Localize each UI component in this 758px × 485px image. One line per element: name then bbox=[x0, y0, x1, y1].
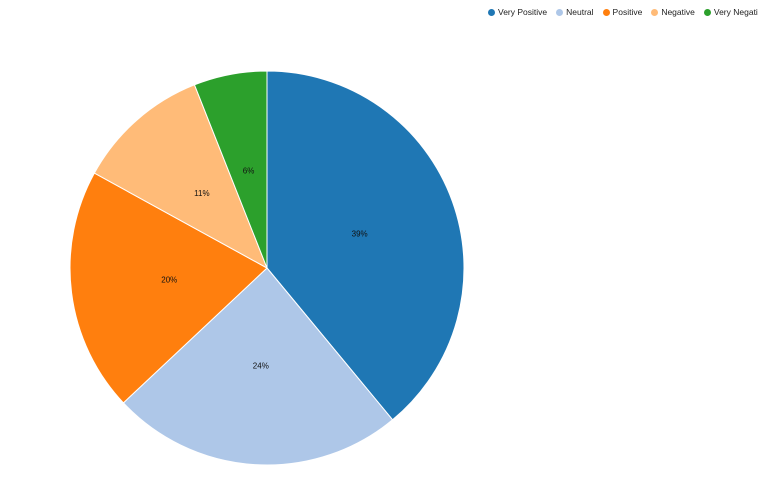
pie-slice-very-positive[interactable] bbox=[266, 70, 465, 421]
slice-label-positive: 20% bbox=[161, 275, 177, 284]
legend-item-very-negative[interactable]: Very Negative bbox=[703, 7, 758, 17]
pie-slice-neutral[interactable] bbox=[122, 267, 394, 466]
legend-item-neutral[interactable]: Neutral bbox=[556, 7, 594, 17]
pie-slice-very-negative[interactable] bbox=[193, 70, 268, 269]
slice-label-negative: 11% bbox=[194, 189, 209, 198]
legend-label-neutral: Neutral bbox=[566, 7, 594, 17]
pie-slice-negative[interactable] bbox=[93, 84, 268, 270]
legend-label-very-positive: Very Positive bbox=[498, 7, 548, 17]
legend-swatch-negative bbox=[651, 8, 659, 16]
legend-swatch-very-positive bbox=[488, 8, 495, 16]
legend-swatch-positive bbox=[602, 8, 610, 16]
chart-legend: Very Positive Neutral Positive Negative … bbox=[488, 7, 758, 17]
legend-label-negative: Negative bbox=[661, 7, 695, 17]
legend-swatch-neutral bbox=[556, 8, 564, 16]
slice-label-very-positive: 39% bbox=[352, 230, 368, 239]
legend-label-positive: Positive bbox=[612, 7, 643, 17]
legend-label-very-negative: Very Negative bbox=[713, 7, 758, 17]
legend-item-negative[interactable]: Negative bbox=[651, 7, 695, 17]
slice-label-very-negative: 6% bbox=[243, 166, 255, 175]
legend-item-very-positive[interactable]: Very Positive bbox=[488, 7, 547, 17]
legend-item-positive[interactable]: Positive bbox=[602, 7, 643, 17]
pie-slice-positive[interactable] bbox=[69, 172, 268, 404]
slice-label-neutral: 24% bbox=[253, 361, 269, 370]
legend-swatch-very-negative bbox=[703, 8, 711, 16]
